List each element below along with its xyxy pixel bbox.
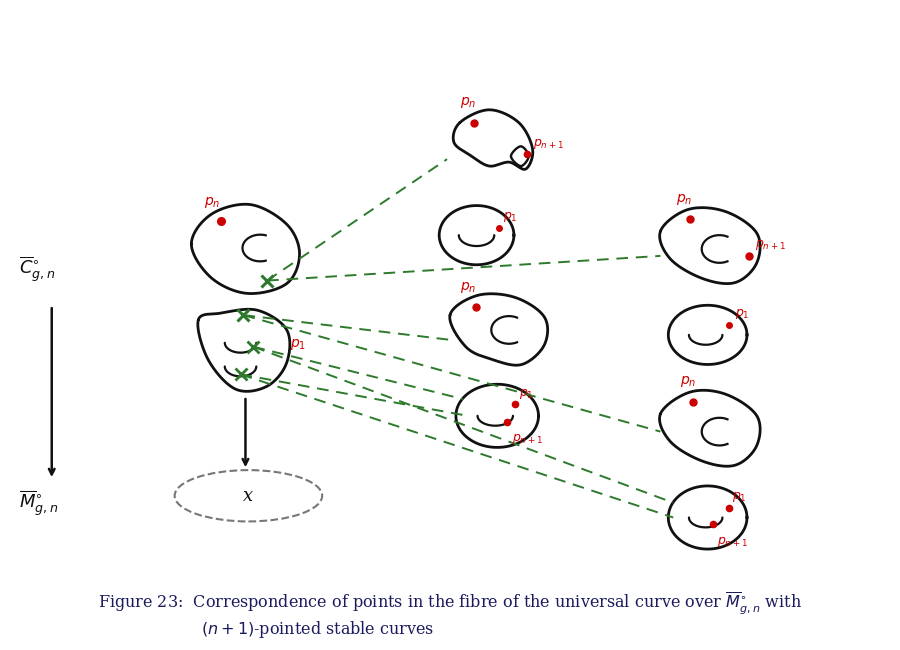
Text: $p_1$: $p_1$ (290, 337, 306, 352)
Text: $p_n$: $p_n$ (204, 194, 220, 209)
Text: x: x (243, 487, 254, 505)
Text: $p_n$: $p_n$ (460, 95, 476, 110)
Text: $p_n$: $p_n$ (676, 192, 692, 207)
Text: $p_{n+1}$: $p_{n+1}$ (755, 238, 786, 252)
Text: $p_1$: $p_1$ (518, 387, 534, 401)
Text: Figure 23:  Correspondence of points in the fibre of the universal curve over $\: Figure 23: Correspondence of points in t… (98, 591, 802, 618)
Text: $\overline{M}^{\circ}_{g,n}$: $\overline{M}^{\circ}_{g,n}$ (19, 488, 58, 517)
Text: $p_1$: $p_1$ (503, 211, 517, 224)
Text: $p_n$: $p_n$ (460, 280, 476, 296)
Text: $\overline{C}^{\circ}_{g,n}$: $\overline{C}^{\circ}_{g,n}$ (19, 254, 56, 283)
Text: $p_{n+1}$: $p_{n+1}$ (533, 137, 563, 151)
Text: $p_1$: $p_1$ (735, 307, 750, 321)
Text: $p_1$: $p_1$ (733, 489, 747, 504)
Text: $p_n$: $p_n$ (680, 374, 697, 389)
Text: $p_{n+1}$: $p_{n+1}$ (512, 432, 543, 447)
Text: $p_{n+1}$: $p_{n+1}$ (717, 535, 749, 549)
Text: $(n+1)$-pointed stable curves: $(n+1)$-pointed stable curves (201, 619, 434, 640)
